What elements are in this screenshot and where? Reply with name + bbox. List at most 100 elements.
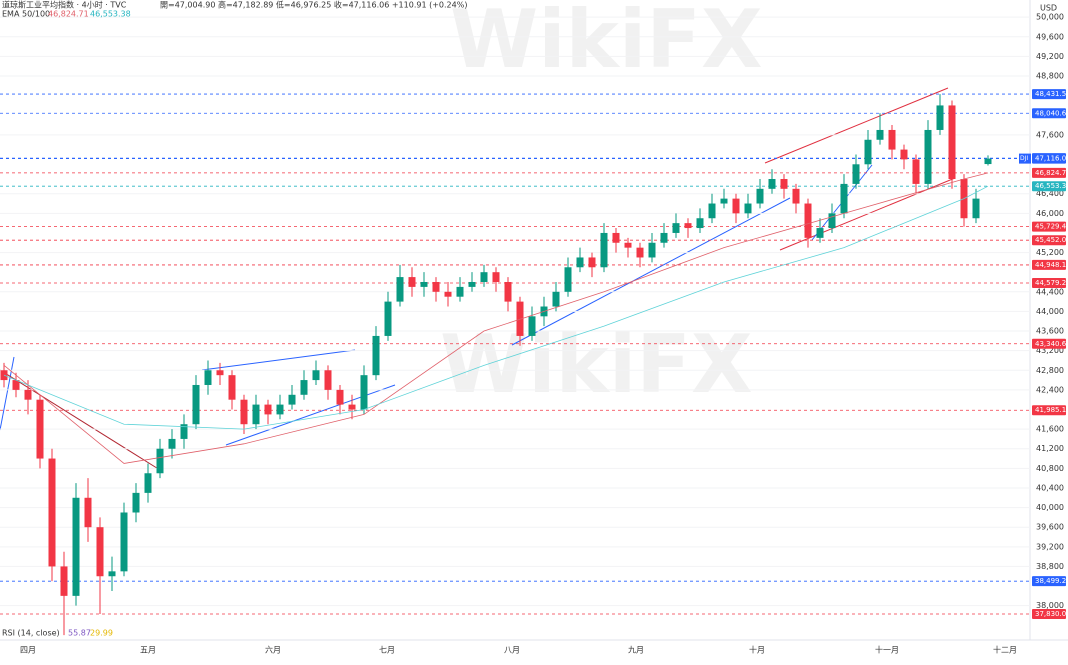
candle-body bbox=[732, 198, 740, 214]
candle-body bbox=[648, 242, 656, 258]
candle-body bbox=[276, 404, 284, 415]
candle-body bbox=[624, 242, 632, 248]
candle-body bbox=[360, 375, 368, 410]
candle-body bbox=[564, 267, 572, 292]
x-tick-label: 十一月 bbox=[875, 645, 899, 655]
y-tick-label: 47,600 bbox=[1036, 130, 1064, 139]
candle-body bbox=[684, 223, 692, 229]
candle-body bbox=[156, 448, 164, 474]
y-tick-label: 39,600 bbox=[1036, 523, 1064, 532]
y-tick-label: 41,200 bbox=[1036, 444, 1064, 453]
symbol-tag: DJI bbox=[1020, 155, 1028, 162]
candle-body bbox=[924, 129, 932, 184]
candle-body bbox=[660, 232, 668, 243]
candle-body bbox=[768, 179, 776, 189]
x-tick-label: 九月 bbox=[628, 646, 644, 655]
candle-body bbox=[132, 492, 140, 513]
y-tick-label: 41,600 bbox=[1036, 425, 1064, 434]
ohlc-text: 開=47,004.90 高=47,182.89 低=46,976.25 收=47… bbox=[160, 0, 467, 10]
candle-body bbox=[144, 473, 152, 493]
y-tick-label: 44,400 bbox=[1036, 287, 1064, 296]
x-tick-label: 十月 bbox=[749, 645, 765, 655]
trendline bbox=[764, 87, 949, 164]
y-tick-label: 44,000 bbox=[1036, 307, 1064, 316]
x-tick-label: 五月 bbox=[140, 646, 156, 655]
price-badge-label: 44,579.20 bbox=[1035, 279, 1068, 287]
candle-body bbox=[468, 281, 476, 287]
candle-body bbox=[708, 203, 716, 219]
candle-body bbox=[216, 370, 224, 376]
rsi-label: RSI (14, close) bbox=[2, 629, 60, 638]
candle-body bbox=[24, 389, 32, 400]
candle-body bbox=[336, 389, 344, 405]
candle-body bbox=[492, 272, 500, 282]
candle-body bbox=[396, 277, 404, 302]
price-badge bbox=[1032, 235, 1066, 246]
candle-body bbox=[792, 188, 800, 204]
candle-body bbox=[432, 281, 440, 292]
price-badges: 48,431.5848,040.6347,125.6547,116.0646,8… bbox=[1019, 89, 1068, 620]
candle-body bbox=[780, 179, 788, 189]
rsi-value: 55.87 bbox=[68, 629, 91, 638]
candle-body bbox=[516, 301, 524, 336]
candle-body bbox=[60, 566, 68, 596]
y-tick-label: 42,400 bbox=[1036, 385, 1064, 394]
candle-body bbox=[108, 571, 116, 577]
price-badge-label: 43,340.69 bbox=[1035, 340, 1068, 348]
candle-body bbox=[636, 247, 644, 258]
price-badge bbox=[1032, 609, 1066, 620]
candle-body bbox=[480, 272, 488, 282]
candle-body bbox=[180, 424, 188, 439]
price-badge-label: 46,824.71 bbox=[1035, 169, 1068, 177]
x-tick-label: 四月 bbox=[20, 646, 36, 655]
candle-body bbox=[864, 139, 872, 165]
candle-body bbox=[816, 228, 824, 238]
candle-body bbox=[324, 370, 332, 390]
price-badge bbox=[1032, 259, 1066, 270]
trendline bbox=[0, 369, 161, 471]
candle-body bbox=[696, 218, 704, 229]
price-badge bbox=[1032, 153, 1066, 164]
candle-body bbox=[252, 404, 260, 425]
candle-body bbox=[312, 370, 320, 381]
candle-body bbox=[84, 497, 92, 528]
y-tick-label: 40,800 bbox=[1036, 464, 1064, 473]
candle-body bbox=[12, 380, 20, 390]
price-badge-label: 37,830.00 bbox=[1035, 610, 1068, 618]
currency: USD bbox=[1040, 4, 1057, 13]
candle-body bbox=[612, 232, 620, 243]
candle-body bbox=[948, 105, 956, 180]
price-badge-label: 45,452.04 bbox=[1035, 236, 1068, 244]
price-badge bbox=[1032, 167, 1066, 178]
price-badge-label: 48,040.63 bbox=[1035, 109, 1068, 117]
price-badge bbox=[1032, 221, 1066, 232]
y-tick-label: 49,600 bbox=[1036, 32, 1064, 41]
watermark: WikiFX bbox=[450, 0, 763, 86]
candle-body bbox=[456, 286, 464, 297]
candle-body bbox=[804, 203, 812, 238]
candle-body bbox=[120, 512, 128, 572]
trendline bbox=[511, 197, 791, 346]
candle-body bbox=[900, 149, 908, 160]
x-tick-label: 八月 bbox=[504, 646, 520, 655]
candle-body bbox=[972, 198, 980, 219]
ema-value: 46,553.38 bbox=[90, 10, 131, 19]
y-tick-label: 42,800 bbox=[1036, 366, 1064, 375]
candle-body bbox=[384, 301, 392, 336]
price-badge-label: 41,985.15 bbox=[1035, 406, 1068, 414]
y-tick-label: 45,200 bbox=[1036, 248, 1064, 257]
price-badge bbox=[1032, 89, 1066, 100]
chart-header: 道琼斯工业平均指数 · 4小时 · TVC bbox=[2, 0, 127, 10]
trendline bbox=[0, 356, 15, 431]
candle-body bbox=[720, 198, 728, 204]
y-tick-label: 39,200 bbox=[1036, 542, 1064, 551]
price-badge-label: 46,553.38 bbox=[1035, 182, 1068, 190]
candle-body bbox=[372, 335, 380, 376]
candle-body bbox=[756, 188, 764, 204]
ema-line bbox=[3, 172, 989, 464]
candle-body bbox=[168, 438, 176, 449]
candle-body bbox=[588, 257, 596, 268]
x-tick-label: 六月 bbox=[265, 645, 281, 655]
candle-body bbox=[192, 384, 200, 425]
